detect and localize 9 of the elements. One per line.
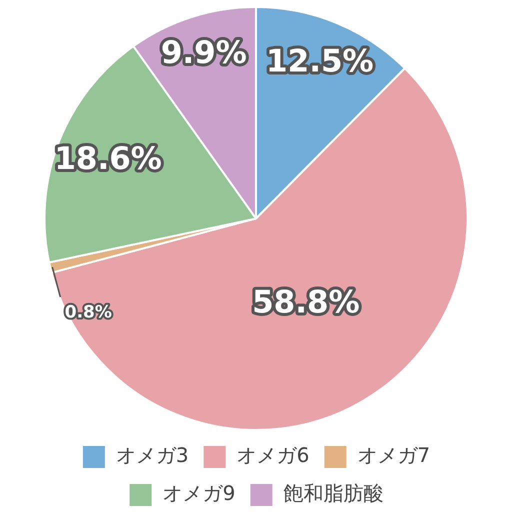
legend-label: オメガ9 bbox=[162, 481, 236, 506]
data-label: 9.9% bbox=[160, 35, 247, 72]
data-label: 18.6% bbox=[54, 140, 162, 177]
legend-label: オメガ7 bbox=[357, 443, 430, 468]
legend-label: オメガ6 bbox=[236, 443, 310, 468]
data-label: 12.5% bbox=[266, 43, 374, 80]
data-label: 58.8% bbox=[252, 284, 360, 321]
legend-label: オメガ3 bbox=[116, 443, 189, 468]
legend-label: 飽和脂肪酸 bbox=[283, 481, 384, 506]
